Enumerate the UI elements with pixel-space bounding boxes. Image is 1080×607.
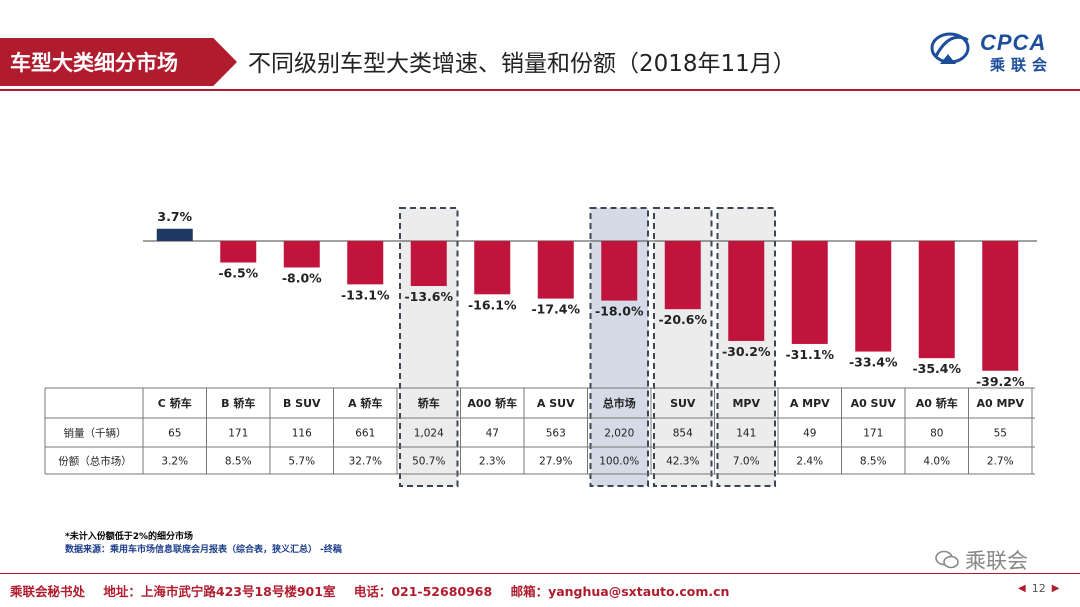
bar bbox=[474, 241, 511, 295]
category-label: A00 轿车 bbox=[467, 396, 517, 410]
table-cell: 116 bbox=[292, 428, 312, 440]
bar bbox=[601, 241, 638, 301]
data-label: -13.6% bbox=[404, 289, 453, 304]
table-cell: 8.5% bbox=[860, 456, 887, 468]
table-cell: 171 bbox=[228, 428, 248, 440]
bar bbox=[283, 241, 320, 268]
bar bbox=[982, 241, 1019, 371]
note-1: *未计入份额低于2%的细分市场 bbox=[65, 532, 193, 542]
table-cell: 3.2% bbox=[161, 456, 188, 468]
data-label: 3.7% bbox=[157, 209, 192, 224]
table-cell: 65 bbox=[168, 428, 181, 440]
table-cell: 2.4% bbox=[796, 456, 823, 468]
data-label: -13.1% bbox=[341, 287, 390, 302]
pager: ◀ 12 ▶ bbox=[1018, 582, 1059, 595]
table-cell: 42.3% bbox=[666, 456, 699, 468]
bar bbox=[855, 241, 892, 352]
page-title: 不同级别车型大类增速、销量和份额（2018年11月） bbox=[248, 51, 796, 77]
table-cell: 2,020 bbox=[604, 428, 634, 440]
table-cell: 100.0% bbox=[599, 456, 639, 468]
table-cell: 5.7% bbox=[288, 456, 315, 468]
bar bbox=[347, 241, 384, 285]
prev-page-icon[interactable]: ◀ bbox=[1018, 583, 1026, 594]
bar bbox=[537, 241, 574, 299]
data-label: -20.6% bbox=[658, 312, 707, 327]
table-cell: 27.9% bbox=[539, 456, 572, 468]
page-number: 12 bbox=[1031, 582, 1046, 595]
watermark: 乘联会 bbox=[935, 545, 1028, 575]
data-label: -6.5% bbox=[218, 266, 258, 281]
table-cell: 32.7% bbox=[349, 456, 382, 468]
table-cell: 171 bbox=[863, 428, 883, 440]
category-label: A 轿车 bbox=[348, 396, 382, 410]
category-label: MPV bbox=[732, 397, 760, 410]
logo-brand: CPCA bbox=[980, 30, 1047, 55]
logo-cn: 乘联会 bbox=[990, 56, 1054, 74]
footer-address: 地址：上海市武宁路423号18号楼901室 bbox=[103, 584, 336, 599]
header-divider bbox=[0, 89, 1080, 91]
row-label: 份额（总市场） bbox=[58, 455, 132, 468]
watermark-text: 乘联会 bbox=[965, 549, 1028, 573]
category-label: C 轿车 bbox=[158, 396, 192, 410]
bar bbox=[220, 241, 257, 263]
table-cell: 55 bbox=[994, 428, 1007, 440]
data-label: -17.4% bbox=[531, 302, 580, 317]
category-label: B SUV bbox=[283, 397, 321, 410]
category-label: A0 轿车 bbox=[916, 396, 958, 410]
footer-divider bbox=[0, 573, 1080, 574]
data-label: -8.0% bbox=[282, 270, 322, 285]
section-label: 车型大类细分市场 bbox=[10, 51, 178, 75]
table-cell: 80 bbox=[930, 428, 943, 440]
data-label: -33.4% bbox=[849, 355, 898, 370]
category-label: A0 MPV bbox=[976, 397, 1024, 410]
notes: *未计入份额低于2%的细分市场 数据来源：乘用车市场信息联席会月报表（综合表，狭… bbox=[65, 531, 342, 557]
category-label: SUV bbox=[670, 397, 696, 410]
table-cell: 7.0% bbox=[733, 456, 760, 468]
bar bbox=[156, 228, 193, 241]
category-label: B 轿车 bbox=[221, 396, 255, 410]
table-cell: 854 bbox=[673, 428, 693, 440]
cpca-logo-icon bbox=[930, 32, 970, 64]
category-label: 轿车 bbox=[418, 396, 440, 410]
table-cell: 563 bbox=[546, 428, 566, 440]
data-label: -39.2% bbox=[976, 374, 1025, 389]
section-tab: 车型大类细分市场 bbox=[0, 38, 237, 86]
table-cell: 141 bbox=[736, 428, 756, 440]
category-label: A0 SUV bbox=[851, 397, 897, 410]
data-label: -18.0% bbox=[595, 304, 644, 319]
row-label: 销量（千辆） bbox=[64, 427, 127, 440]
category-label: 总市场 bbox=[603, 396, 636, 410]
bar bbox=[410, 241, 447, 287]
bar bbox=[728, 241, 765, 341]
category-label: A MPV bbox=[790, 397, 830, 410]
footer: 乘联会秘书处 地址：上海市武宁路423号18号楼901室 电话：021-5268… bbox=[10, 581, 743, 600]
table-cell: 49 bbox=[803, 428, 816, 440]
table-cell: 661 bbox=[355, 428, 375, 440]
table-cell: 4.0% bbox=[923, 456, 950, 468]
next-page-icon[interactable]: ▶ bbox=[1051, 583, 1060, 594]
data-label: -35.4% bbox=[912, 361, 961, 376]
table-cell: 47 bbox=[486, 428, 499, 440]
data-label: -30.2% bbox=[722, 344, 771, 359]
table-cell: 1,024 bbox=[414, 428, 444, 440]
data-label: -31.1% bbox=[785, 347, 834, 362]
footer-phone: 电话：021-52680968 bbox=[353, 584, 493, 599]
table-cell: 2.3% bbox=[479, 456, 506, 468]
table-cell: 2.7% bbox=[987, 456, 1014, 468]
table-cell: 50.7% bbox=[412, 456, 445, 468]
bar bbox=[664, 241, 701, 310]
footer-email: 邮箱：yanghua@sxtauto.com.cn bbox=[510, 584, 730, 599]
table-cell: 8.5% bbox=[225, 456, 252, 468]
wechat-icon bbox=[935, 550, 959, 569]
category-label: A SUV bbox=[537, 397, 575, 410]
bar bbox=[918, 241, 955, 359]
footer-org: 乘联会秘书处 bbox=[10, 584, 86, 599]
note-source: 数据来源：乘用车市场信息联席会月报表（综合表，狭义汇总） -终稿 bbox=[65, 545, 342, 555]
highlight-box bbox=[589, 207, 649, 487]
bar bbox=[791, 241, 828, 344]
data-label: -16.1% bbox=[468, 297, 517, 312]
